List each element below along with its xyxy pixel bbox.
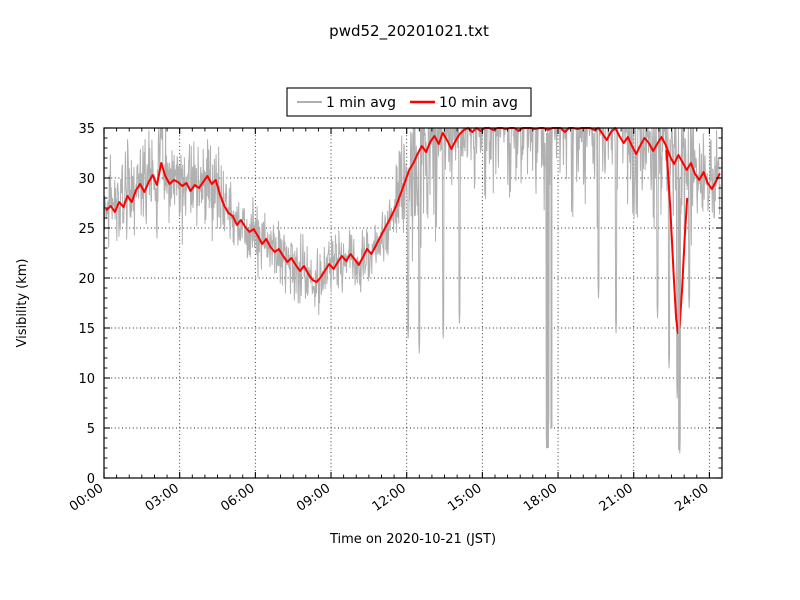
y-tick-label: 10 <box>78 372 95 387</box>
legend-frame <box>286 87 532 117</box>
series-line-10-min-avg <box>105 127 721 283</box>
y-tick-label: 15 <box>78 322 95 337</box>
chart-title: pwd52_20201021.txt <box>329 22 489 41</box>
x-axis-label: Time on 2020-10-21 (JST) <box>329 532 496 547</box>
series-lines <box>103 127 721 454</box>
series-annotation-late-night-dip <box>665 149 689 334</box>
legend-label-1-min-avg: 1 min avg <box>326 95 396 111</box>
chart-legend[interactable]: 1 min avg 10 min avg <box>286 87 532 117</box>
y-axis-ticks: 0 5 10 15 20 25 30 35 <box>78 122 722 487</box>
y-tick-label: 30 <box>78 172 95 187</box>
y-tick-label: 25 <box>78 222 95 237</box>
legend-label-10-min-avg: 10 min avg <box>439 95 518 111</box>
axes-frame <box>103 127 723 479</box>
series-line-1-min-avg <box>103 127 721 454</box>
y-tick-label: 5 <box>87 422 95 437</box>
y-tick-label: 0 <box>87 472 95 487</box>
minor-ticks <box>104 128 723 478</box>
y-tick-label: 20 <box>78 272 95 287</box>
y-axis-label: Visibility (km) <box>15 259 30 348</box>
y-tick-label: 35 <box>78 122 95 137</box>
